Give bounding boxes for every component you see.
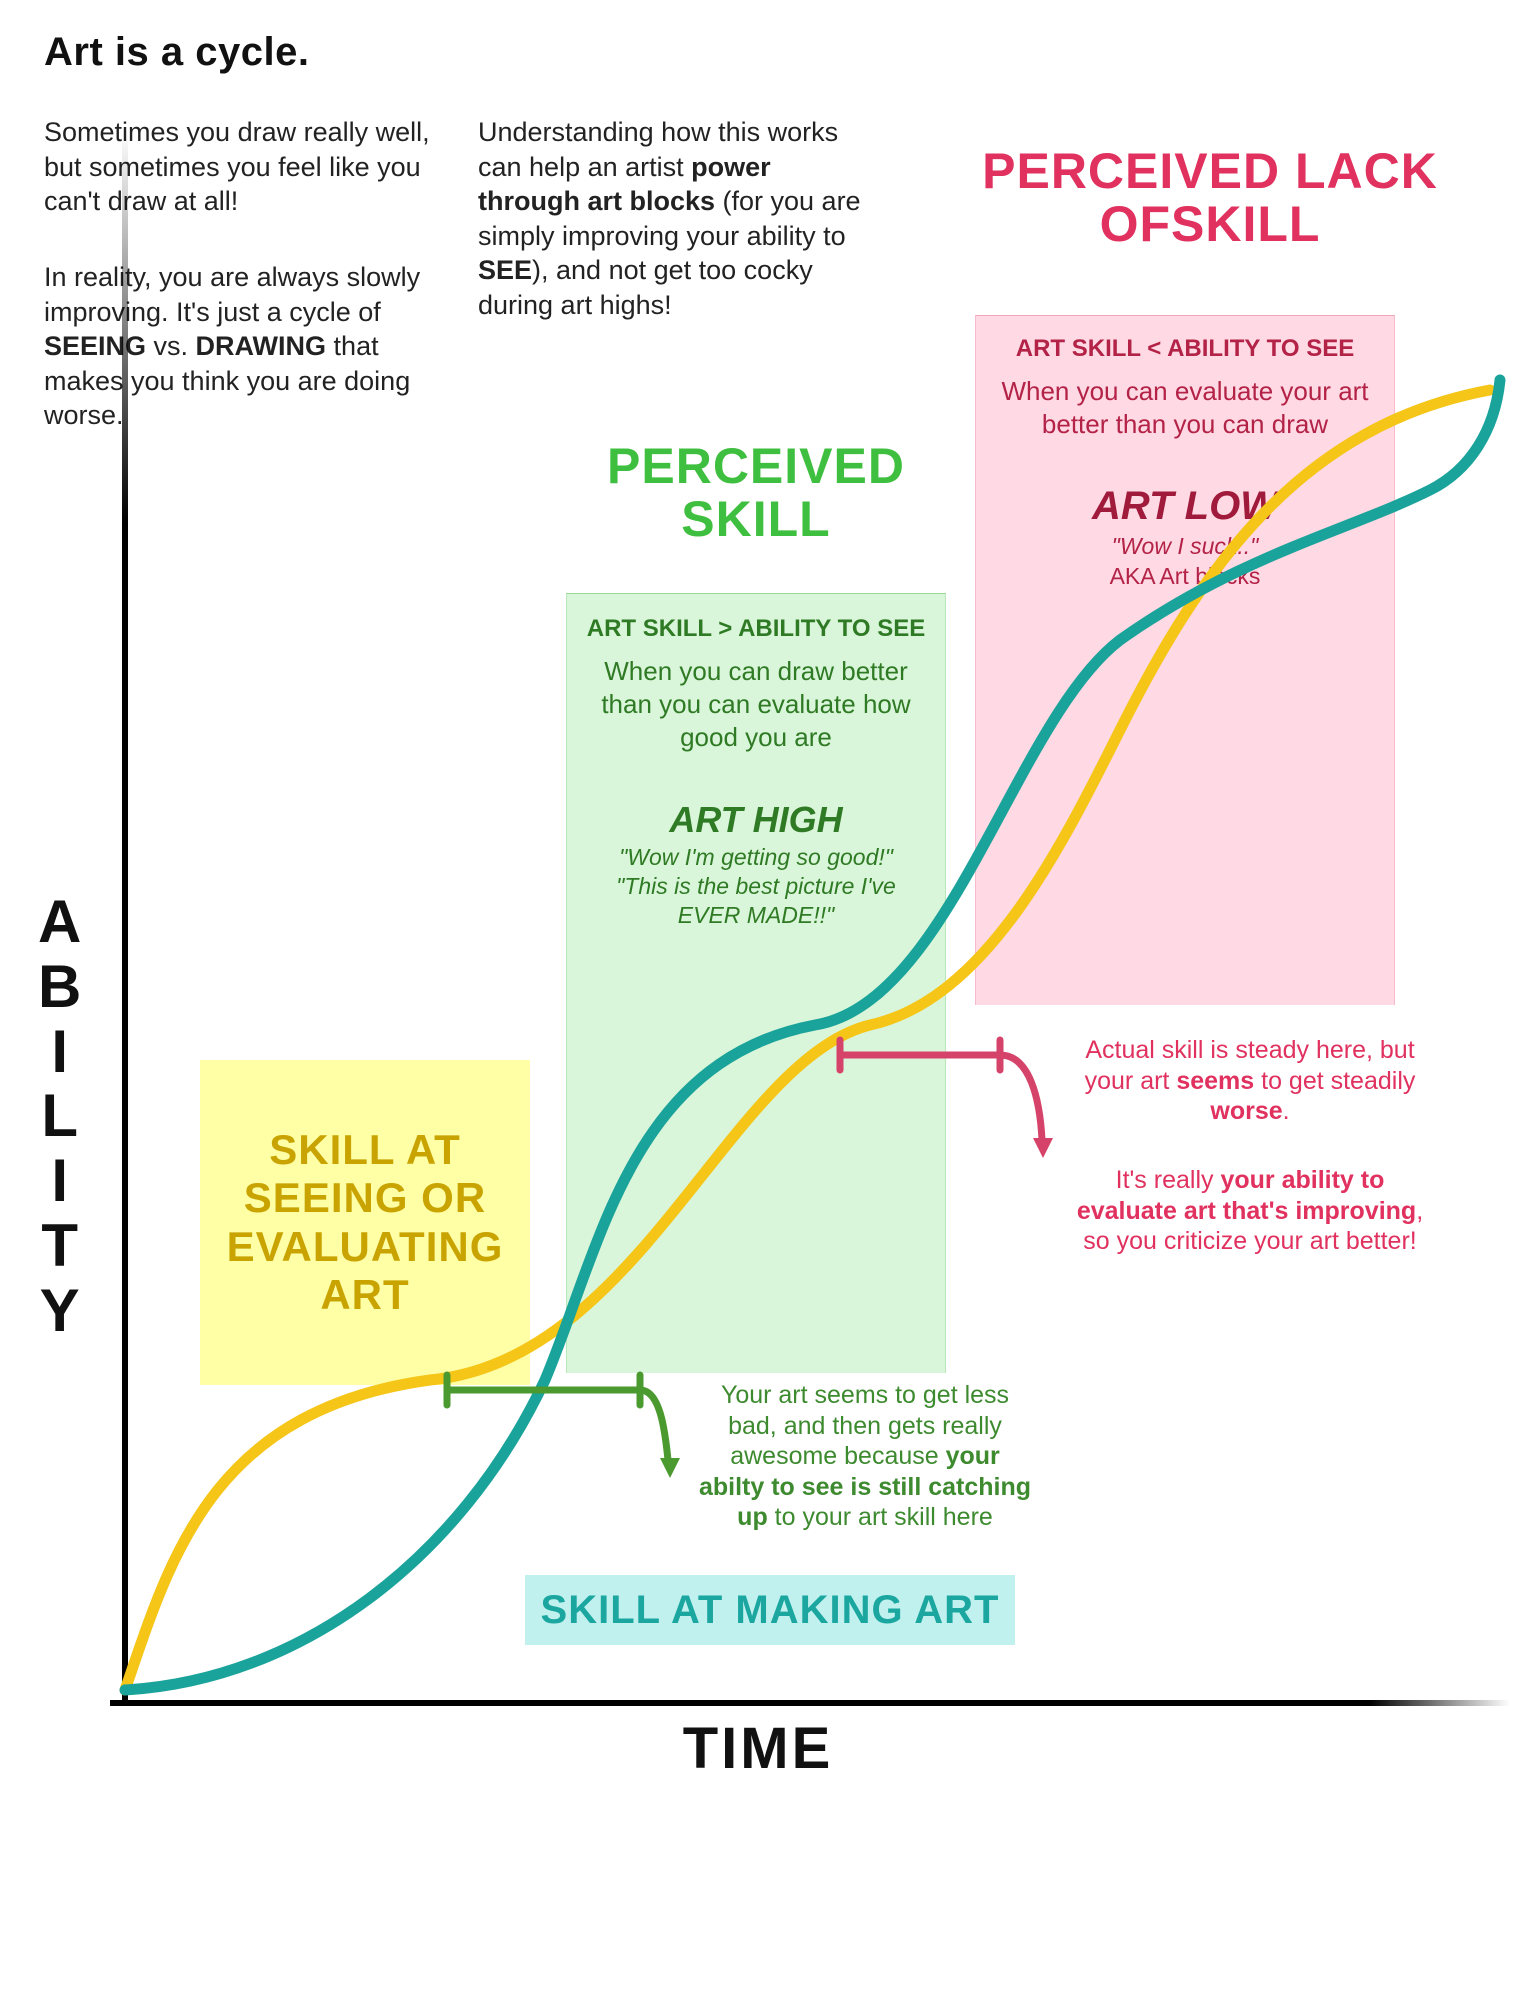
green-annotation: Your art seems to get less bad, and then… [695,1380,1035,1533]
pink-panel-title: PERCEIVED LACK OFSKILL [975,145,1445,250]
green-rule: ART SKILL > ABILITY TO SEE [585,614,927,645]
y-axis-label: ABILITY [38,890,83,1344]
pink-highlight: ART LOW [994,481,1376,532]
pink-quote1: "Wow I suck.." [994,532,1376,561]
intro-col1-p2: In reality, you are always slowly improv… [44,260,449,433]
pink-quote2: AKA Art blocks [994,562,1376,591]
pink-highlight-panel: ART SKILL < ABILITY TO SEE When you can … [975,315,1395,1005]
green-panel-title: PERCEIVED SKILL [566,440,946,545]
page-title: Art is a cycle. [44,30,309,75]
intro-col2: Understanding how this works can help an… [478,115,873,322]
teal-band-label: SKILL AT MAKING ART [541,1588,1000,1633]
intro-col1-p1: Sometimes you draw really well, but some… [44,115,449,219]
green-bracket [447,1375,668,1460]
pink-desc: When you can evaluate your art better th… [994,375,1376,442]
green-quote2: "This is the best picture I've EVER MADE… [585,872,927,931]
yellow-panel-label: SKILL AT SEEING OR EVALUATING ART [200,1126,530,1319]
pink-rule: ART SKILL < ABILITY TO SEE [994,334,1376,365]
pink-annotation-2: It's really your ability to evaluate art… [1065,1165,1435,1257]
x-axis-label: TIME [0,1715,1516,1782]
pink-annotation-1: Actual skill is steady here, but your ar… [1065,1035,1435,1127]
pink-arrowhead [1033,1138,1053,1158]
x-axis-line [110,1700,1510,1706]
infographic-root: Art is a cycle. Sometimes you draw reall… [0,0,1516,1856]
green-desc: When you can draw better than you can ev… [585,655,927,755]
green-highlight-panel: ART SKILL > ABILITY TO SEE When you can … [566,593,946,1373]
green-highlight: ART HIGH [585,797,927,843]
teal-band: SKILL AT MAKING ART [525,1575,1015,1645]
yellow-highlight-panel: SKILL AT SEEING OR EVALUATING ART [200,1060,530,1385]
green-quote1: "Wow I'm getting so good!" [585,843,927,872]
green-arrowhead [660,1458,680,1478]
